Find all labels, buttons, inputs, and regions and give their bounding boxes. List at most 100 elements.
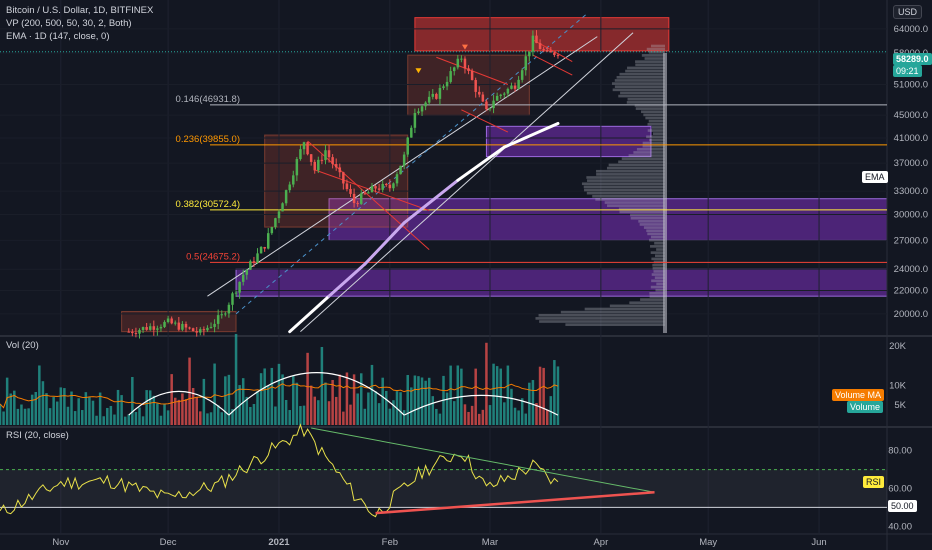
volume-bar: [120, 395, 123, 425]
ema-segment: [502, 121, 560, 149]
volume-bar: [48, 408, 52, 425]
time-label: Dec: [160, 537, 177, 548]
vp-bar: [584, 188, 665, 192]
volume-bar: [445, 392, 449, 425]
candle-body: [553, 52, 556, 56]
candle-body: [413, 113, 417, 128]
vp-bar: [618, 94, 665, 98]
volume-bar: [452, 401, 456, 425]
candle-body: [524, 56, 528, 71]
volume-bar: [402, 410, 406, 425]
volume-bar: [284, 399, 288, 425]
volume-bar: [227, 374, 231, 425]
volume-bar: [23, 408, 27, 425]
candle-body: [420, 106, 424, 112]
volume-bar: [263, 368, 266, 425]
volume-bar: [0, 403, 2, 425]
vp-bar: [652, 266, 665, 270]
vp-bar: [625, 69, 665, 73]
candle-body: [166, 318, 170, 322]
candle-body: [517, 79, 520, 89]
candle-body: [317, 159, 320, 171]
vp-bar: [650, 285, 665, 289]
candle-body: [281, 203, 284, 212]
flag-lower: [461, 109, 509, 133]
vp-bar: [646, 47, 665, 51]
volume-bar: [342, 411, 345, 425]
candle-body: [302, 142, 306, 150]
volume-bar: [123, 416, 127, 425]
candle-body: [488, 108, 492, 110]
price-tick-label: 27000.0: [894, 235, 928, 246]
vp-bar: [654, 276, 665, 280]
candle-body: [438, 87, 442, 99]
candle-body: [234, 292, 238, 294]
volume-bar: [542, 367, 545, 425]
vp-bar: [560, 310, 665, 314]
volume-bar: [370, 364, 374, 425]
price-tick-label: 41000.0: [894, 133, 928, 144]
candle-body: [499, 94, 502, 96]
ema-line: [288, 121, 560, 334]
candle-body: [392, 183, 395, 189]
volume-bar: [363, 408, 367, 425]
vp-bar: [647, 232, 665, 236]
fib-levels: 0.146(46931.8) 0.236(39855.0) 0.382(30572.…: [0, 51, 887, 263]
volume-bar: [324, 382, 327, 425]
candle-body: [256, 253, 259, 263]
volume-legend[interactable]: Vol (20): [6, 340, 39, 351]
vp-bar: [619, 72, 665, 76]
candle-body: [177, 322, 181, 330]
vp-bar: [630, 216, 665, 220]
candle-body: [295, 159, 299, 176]
volume-bar: [249, 407, 252, 425]
vp-bar: [630, 213, 665, 217]
volume-bar: [438, 413, 442, 425]
volume-bar: [177, 399, 181, 425]
vp-bar: [643, 226, 665, 229]
vp-bar: [535, 317, 665, 320]
time-label: 2021: [268, 537, 290, 548]
candle-body: [184, 323, 188, 328]
candle-body: [284, 190, 288, 204]
volume-bar: [113, 414, 116, 425]
ema-segment: [327, 262, 367, 298]
volume-bar: [345, 372, 349, 425]
vp-bar: [641, 110, 665, 114]
volume-bar: [77, 398, 80, 425]
candle-body: [367, 192, 370, 194]
volume-bar: [220, 412, 224, 425]
ema-price-tag: EMA: [862, 171, 888, 183]
vp-bar: [587, 179, 665, 182]
vp-bar: [608, 163, 665, 167]
fib-label: 0.146(46931.8): [176, 94, 240, 105]
volume-bar: [406, 375, 409, 425]
candle-body: [202, 329, 206, 331]
volume-bar: [388, 408, 392, 425]
volume-bar: [184, 399, 188, 425]
vp-legend[interactable]: VP (200, 500, 50, 30, 2, Both): [6, 18, 132, 29]
candle-body: [159, 326, 163, 329]
channel-upper: [207, 36, 598, 297]
candle-body: [506, 88, 510, 94]
volume-bar: [309, 385, 313, 425]
volume-bar: [463, 404, 467, 425]
volume-bar: [138, 407, 141, 425]
volume-bar: [510, 388, 513, 425]
ema-legend[interactable]: EMA · 1D (147, close, 0): [6, 31, 110, 42]
volume-bar: [417, 376, 420, 425]
volume-profile: [535, 44, 667, 333]
vp-bar: [642, 141, 665, 145]
candle-body: [138, 329, 141, 334]
volume-bar: [38, 365, 41, 425]
volume-bar: [13, 390, 16, 425]
volume-bar: [152, 395, 156, 425]
rsi-legend[interactable]: RSI (20, close): [6, 430, 69, 441]
volume-bar: [492, 363, 495, 425]
volume-bar: [134, 411, 138, 425]
vp-bar: [627, 97, 665, 101]
rsi-tag: RSI: [863, 476, 885, 488]
volume-bar: [234, 333, 238, 425]
currency-button[interactable]: USD: [892, 5, 922, 19]
